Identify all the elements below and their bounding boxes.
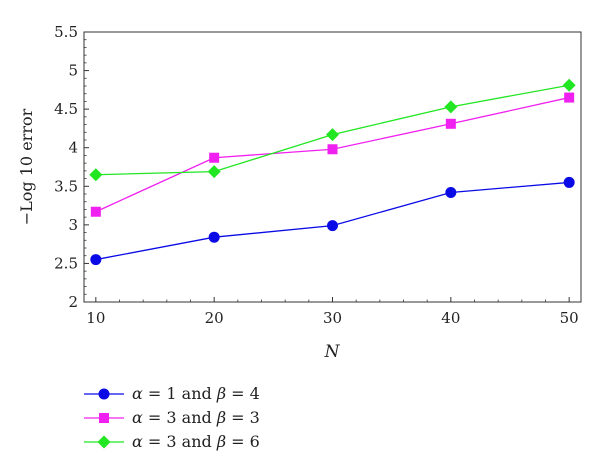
data-point xyxy=(562,78,576,92)
y-tick-label: 5.5 xyxy=(54,23,78,41)
legend-label-part: α xyxy=(132,384,143,403)
data-point xyxy=(444,100,458,114)
x-tick-label: 40 xyxy=(441,309,460,327)
y-axis: 2 2.5 3 3.5 4 4.5 5 5.5 xyxy=(54,23,89,311)
y-axis-title: −Log 10 error xyxy=(17,108,36,225)
series-3 xyxy=(89,78,576,182)
legend-item: α = 3 and β = 3 xyxy=(84,408,260,427)
y-tick-label: 3.5 xyxy=(54,177,78,195)
y-tick-label: 2.5 xyxy=(54,254,78,272)
data-point xyxy=(90,206,101,217)
plot-frame xyxy=(83,31,582,303)
data-point xyxy=(564,92,575,103)
legend-label-part: α xyxy=(132,408,143,427)
legend-item: α = 1 and β = 4 xyxy=(84,384,260,403)
data-point xyxy=(445,186,457,198)
legend-label: α = 1 and β = 4 xyxy=(132,384,260,403)
legend-label-part: = 3 xyxy=(226,408,260,427)
y-tick-label: 2 xyxy=(68,293,78,311)
data-point xyxy=(445,118,456,129)
legend-marker xyxy=(97,435,111,449)
series-line xyxy=(95,96,570,213)
series-1 xyxy=(90,176,575,266)
legend-label-part: = 3 and xyxy=(143,408,217,427)
series-2 xyxy=(90,92,575,217)
y-tick-label: 4 xyxy=(68,139,78,157)
y-tick-label: 4.5 xyxy=(54,100,78,118)
data-point xyxy=(90,254,102,266)
legend-label: α = 3 and β = 3 xyxy=(132,408,260,427)
data-point xyxy=(327,144,338,155)
y-tick-label: 3 xyxy=(68,216,78,234)
x-tick-label: 50 xyxy=(560,309,579,327)
legend-label-part: = 6 xyxy=(226,432,260,451)
legend: α = 1 and β = 4α = 3 and β = 3α = 3 and … xyxy=(84,384,260,451)
legend-label-part: β xyxy=(216,384,226,403)
x-tick-label: 30 xyxy=(323,309,342,327)
legend-marker xyxy=(99,413,109,423)
data-point xyxy=(89,168,103,182)
legend-label-part: = 4 xyxy=(226,384,260,403)
legend-label: α = 3 and β = 6 xyxy=(132,432,260,451)
legend-label-part: = 3 and xyxy=(143,432,217,451)
data-point xyxy=(563,176,575,188)
x-axis: 10 20 30 40 50 xyxy=(86,297,579,327)
legend-label-part: β xyxy=(216,408,226,427)
x-tick-label: 10 xyxy=(86,309,105,327)
legend-marker xyxy=(98,388,110,400)
y-tick-label: 5 xyxy=(68,62,78,80)
x-tick-label: 20 xyxy=(205,309,224,327)
data-point xyxy=(209,152,220,163)
series-layer xyxy=(89,78,576,266)
data-point xyxy=(327,220,338,232)
legend-label-part: β xyxy=(216,432,226,451)
legend-label-part: α xyxy=(132,432,143,451)
data-point xyxy=(208,231,220,243)
legend-item: α = 3 and β = 6 xyxy=(84,432,260,451)
data-point xyxy=(326,128,339,142)
legend-label-part: = 1 and xyxy=(143,384,217,403)
x-axis-title: N xyxy=(324,342,341,362)
data-point xyxy=(207,165,221,179)
